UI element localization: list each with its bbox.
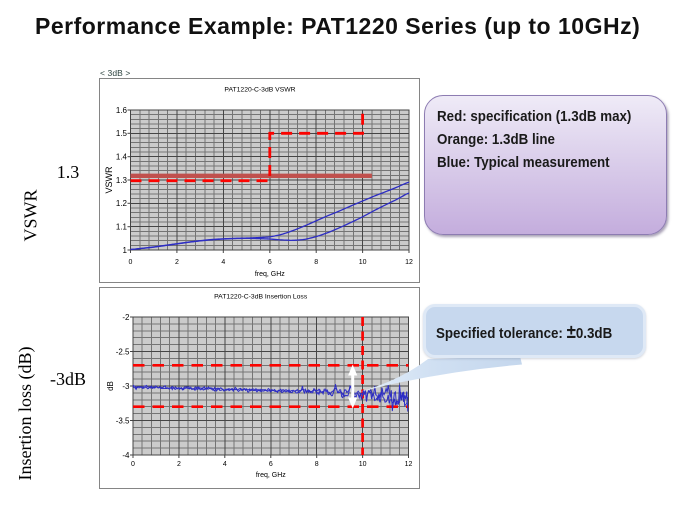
svg-text:PAT1220-C-3dB VSWR: PAT1220-C-3dB VSWR (224, 87, 295, 94)
svg-text:1.5: 1.5 (116, 129, 128, 138)
svg-text:1: 1 (123, 246, 128, 255)
svg-text:1.3: 1.3 (116, 176, 128, 185)
svg-text:PAT1220-C-3dB Insertion Loss: PAT1220-C-3dB Insertion Loss (214, 294, 308, 301)
svg-text:freq, GHz: freq, GHz (255, 271, 285, 278)
svg-text:1.4: 1.4 (116, 153, 128, 162)
svg-text:0: 0 (129, 259, 133, 266)
svg-text:-3.5: -3.5 (116, 416, 130, 425)
svg-text:12: 12 (405, 259, 413, 266)
svg-text:8: 8 (315, 461, 319, 468)
svg-text:2: 2 (177, 461, 181, 468)
svg-text:4: 4 (223, 461, 227, 468)
svg-text:freq, GHz: freq, GHz (256, 472, 286, 479)
svg-text:VSWR: VSWR (104, 166, 114, 194)
svg-text:4: 4 (221, 259, 225, 266)
svg-text:12: 12 (405, 461, 413, 468)
svg-text:-4: -4 (122, 451, 130, 460)
svg-text:-2.5: -2.5 (116, 347, 130, 356)
svg-text:dB: dB (106, 381, 115, 391)
svg-text:10: 10 (359, 461, 367, 468)
svg-text:-3: -3 (122, 382, 130, 391)
svg-text:2: 2 (175, 259, 179, 266)
svg-text:0: 0 (131, 461, 135, 468)
svg-text:6: 6 (269, 461, 273, 468)
svg-text:-2: -2 (122, 313, 130, 322)
svg-text:6: 6 (268, 259, 272, 266)
svg-text:1.6: 1.6 (116, 106, 128, 115)
svg-text:1.2: 1.2 (116, 199, 128, 208)
svg-text:8: 8 (314, 259, 318, 266)
svg-text:1.1: 1.1 (116, 223, 128, 232)
svg-text:10: 10 (359, 259, 367, 266)
